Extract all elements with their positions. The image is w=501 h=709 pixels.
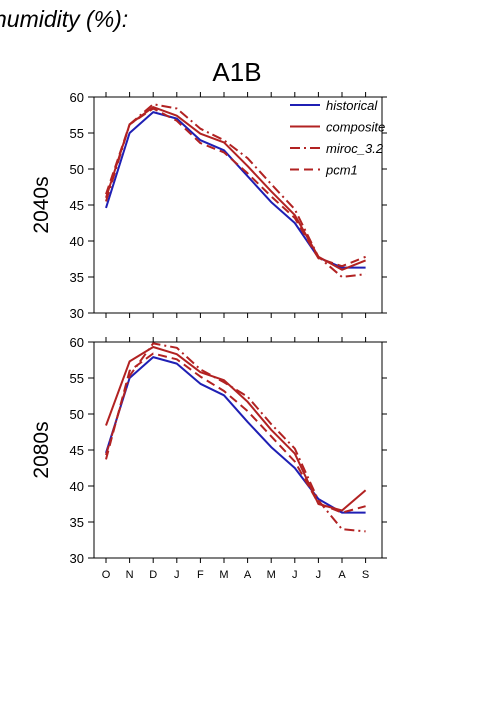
y-tick-label: 60 xyxy=(70,90,84,105)
y-tick-label: 30 xyxy=(70,306,84,321)
x-tick-label: M xyxy=(267,569,276,581)
y-tick-label: 60 xyxy=(70,335,84,350)
x-tick-label: O xyxy=(102,569,111,581)
y-tick-label: 55 xyxy=(70,371,84,386)
row-label-2080s: 2080s xyxy=(30,421,53,478)
panel-2040s: 30 35 40 45 50 55 60 2040s historical composite mi… xyxy=(30,90,387,321)
series-line-miroc-3-2 xyxy=(105,103,366,278)
legend: historical composite miroc_3.2 pcm1 xyxy=(290,98,385,178)
series-line-historical xyxy=(105,356,366,514)
scenario-title: A1B xyxy=(212,57,261,87)
series-line-historical xyxy=(105,111,366,269)
y-tick-label: 50 xyxy=(70,162,84,177)
row-label-2040s: 2040s xyxy=(30,176,53,233)
x-tick-label: N xyxy=(126,569,134,581)
legend-label: miroc_3.2 xyxy=(326,141,384,156)
chart-panels: 30 35 40 45 50 55 60 2040s historical composite mi… xyxy=(30,90,387,581)
legend-label: historical xyxy=(326,98,378,113)
x-tick-label: S xyxy=(362,569,369,581)
x-tick-label: A xyxy=(338,569,346,581)
y-tick-label: 45 xyxy=(70,443,84,458)
y-tick-label: 55 xyxy=(70,126,84,141)
figure-heading: humidity (%): xyxy=(0,6,128,32)
y-tick-label: 30 xyxy=(70,551,84,566)
y-tick-label: 35 xyxy=(70,515,84,530)
series-line-pcm1 xyxy=(105,352,366,514)
x-tick-label: J xyxy=(292,569,298,581)
legend-label: pcm1 xyxy=(325,163,358,178)
panel-2080s: 30 35 40 45 50 55 60 O N D J F M A M J J A S 2080s xyxy=(30,335,387,581)
y-tick-label: 45 xyxy=(70,198,84,213)
y-tick-label: 50 xyxy=(70,407,84,422)
x-tick-label: J xyxy=(174,569,180,581)
legend-label: composite xyxy=(326,120,385,135)
x-tick-label: A xyxy=(244,569,252,581)
x-tick-label: M xyxy=(219,569,228,581)
series-line-composite xyxy=(105,346,367,512)
y-tick-label: 40 xyxy=(70,234,84,249)
y-tick-label: 40 xyxy=(70,479,84,494)
x-tick-label: D xyxy=(149,569,157,581)
y-tick-label: 35 xyxy=(70,270,84,285)
plot-frame xyxy=(93,341,383,559)
x-tick-label: F xyxy=(197,569,204,581)
series-line-pcm1 xyxy=(105,107,366,268)
x-tick-label: J xyxy=(316,569,322,581)
